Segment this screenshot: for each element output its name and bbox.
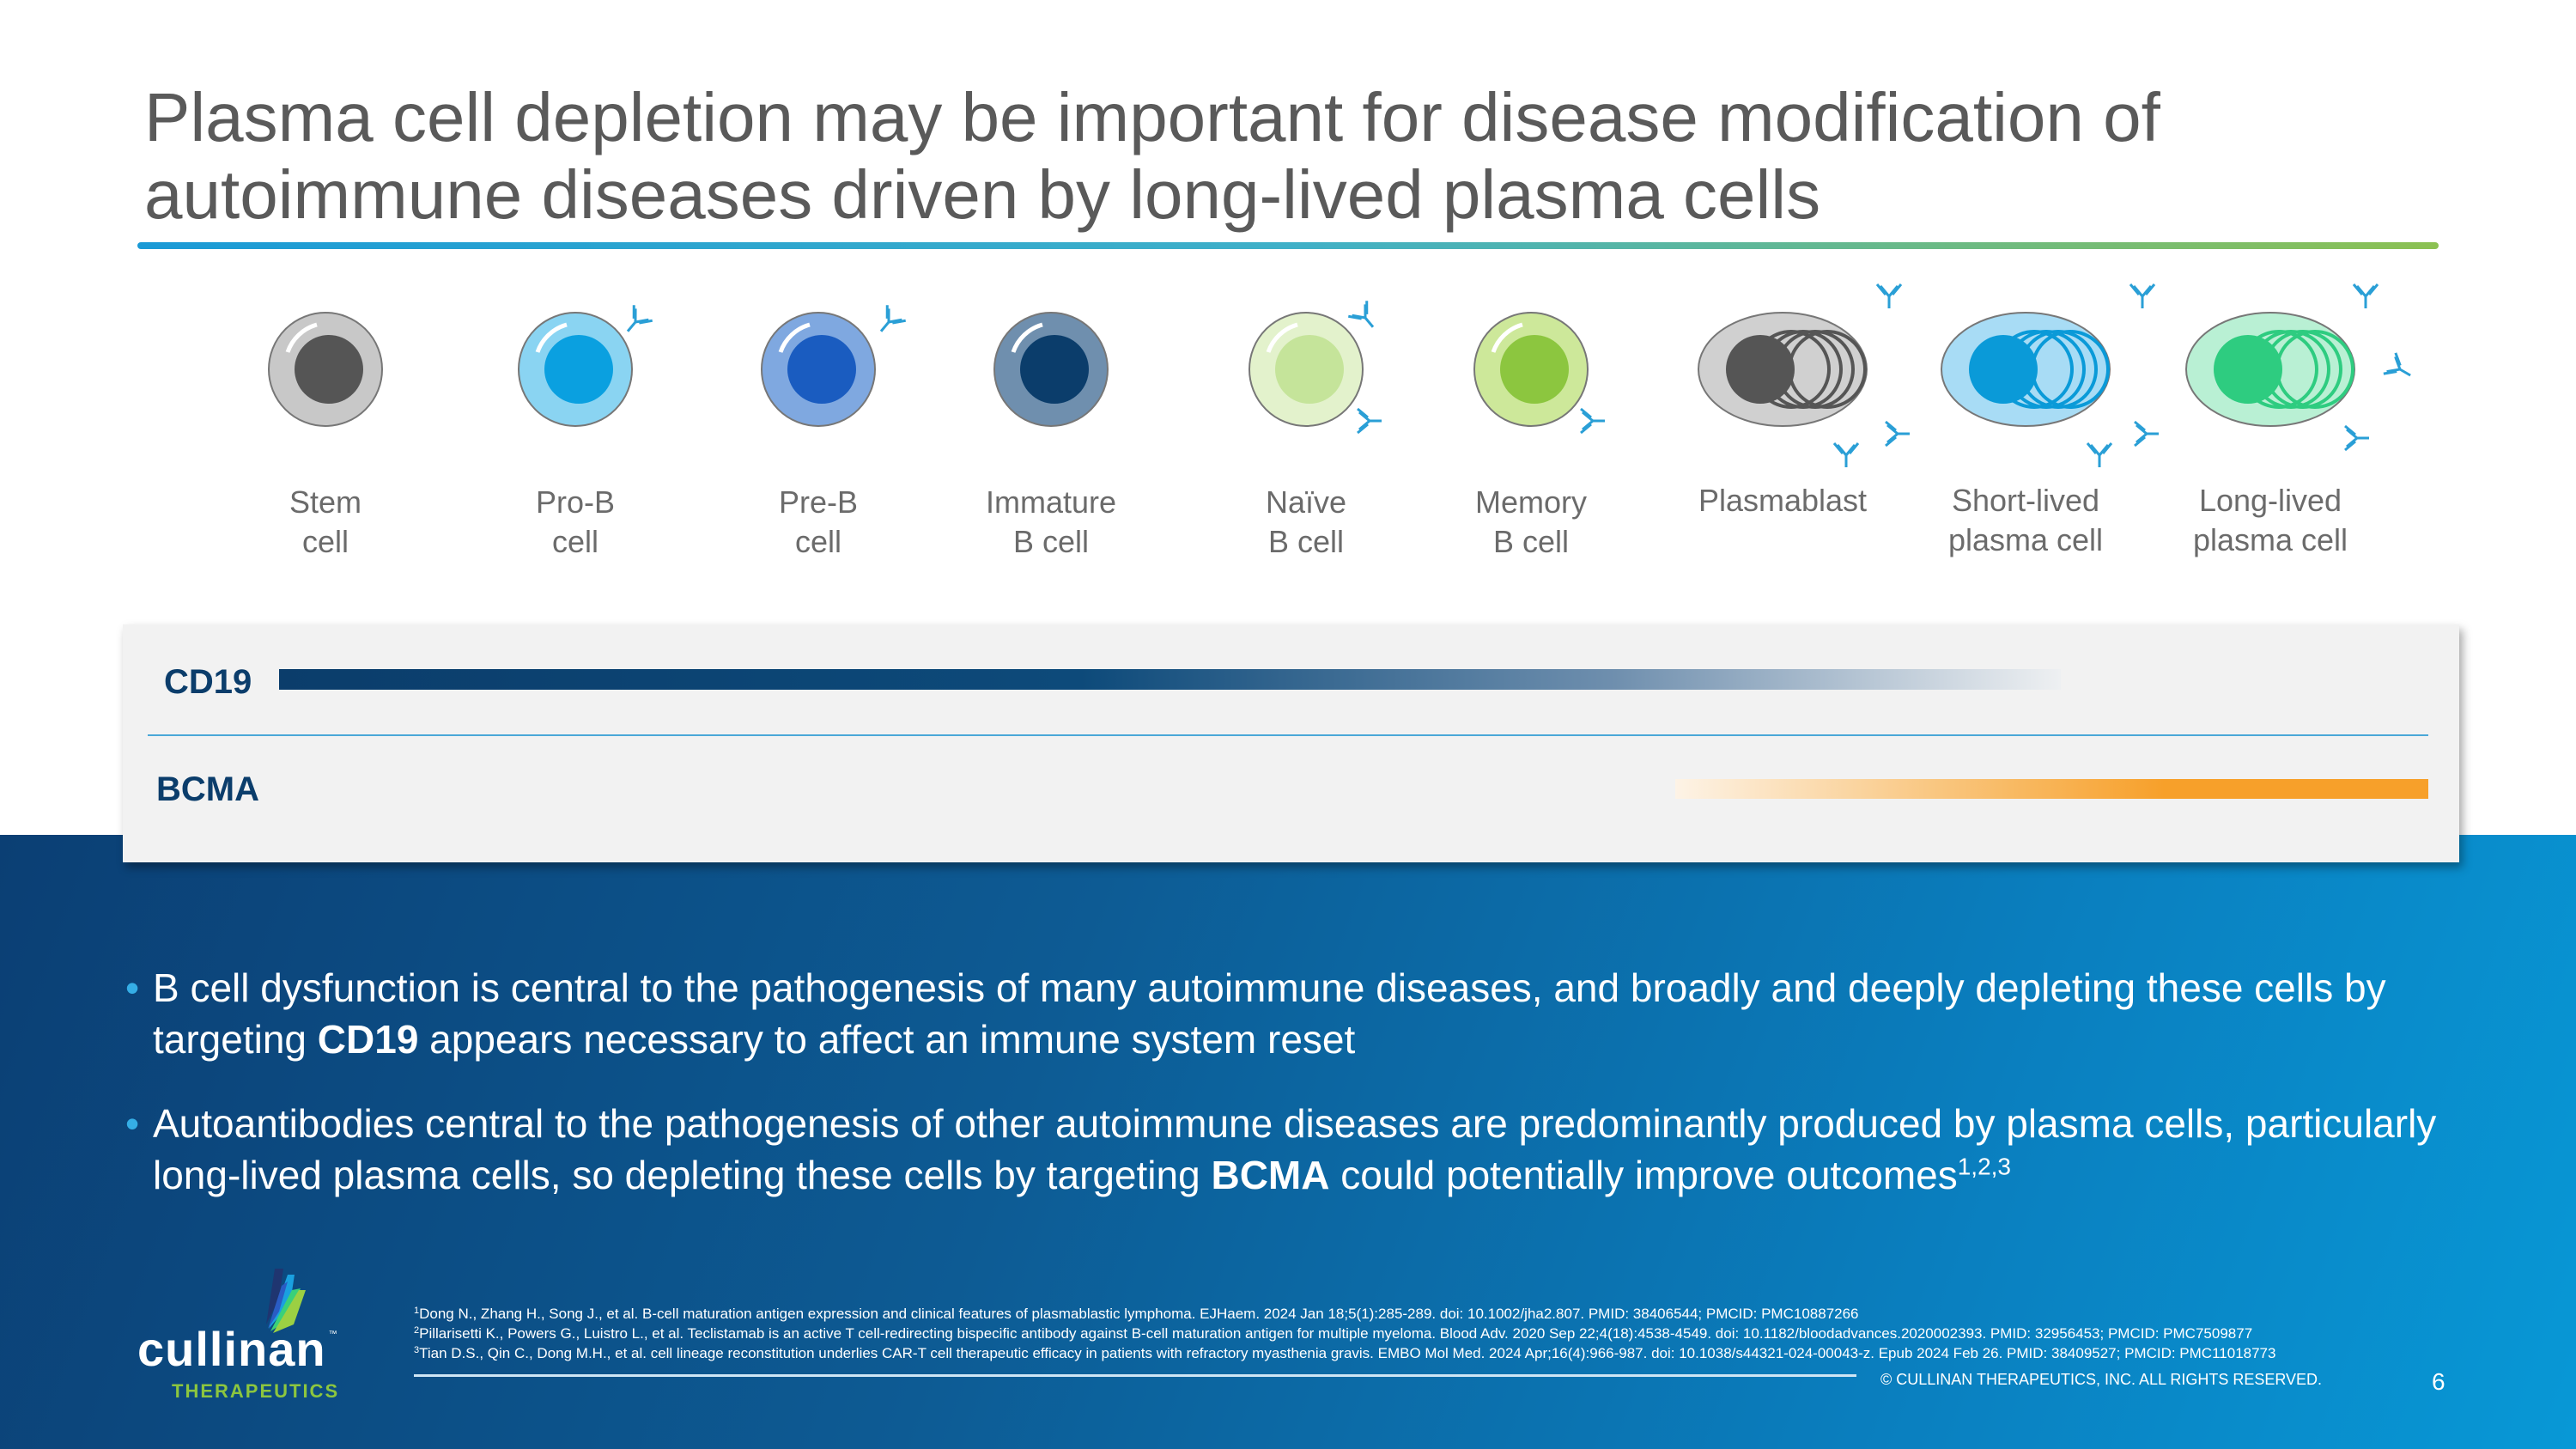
cell-label: Memory B cell [1428, 483, 1634, 562]
page-number: 6 [2432, 1368, 2445, 1395]
logo-wordmark: cullinan [137, 1322, 326, 1376]
footnote-text: Dong N., Zhang H., Song J., et al. B-cel… [419, 1306, 1859, 1322]
cell-label-line: B cell [1012, 524, 1090, 559]
antibody-icon [879, 305, 906, 332]
cell-label-line: plasma cell [1947, 522, 2104, 557]
footnote-number: 2 [414, 1325, 420, 1336]
footnote-number: 1 [414, 1306, 420, 1316]
logo-wordmark-row: cullinan ™ [137, 1324, 337, 1374]
footnote-text: Tian D.S., Qin C., Dong M.H., et al. cel… [419, 1345, 2276, 1361]
antibody-icon [626, 305, 653, 332]
bullet-dot: • [125, 1101, 140, 1146]
title-line-1: Plasma cell depletion may be important f… [144, 79, 2160, 155]
cell-label-line: Immature [985, 484, 1117, 520]
cell-label: Plasmablast [1680, 481, 1886, 521]
antibody-icon [2383, 352, 2411, 377]
cell-label-line: Plasmablast [1698, 483, 1868, 518]
bullet-bcma: • Autoantibodies central to the pathogene… [125, 1098, 2523, 1201]
cell-label-line: cell [551, 524, 599, 559]
cell-label: Stem cell [222, 483, 428, 562]
bullet-bold: BCMA [1211, 1153, 1330, 1197]
cell-label-line: Pro-B [535, 484, 616, 520]
title-divider [137, 242, 2439, 249]
cell-icon [1249, 312, 1364, 427]
antibody-icon [2352, 283, 2379, 308]
cell-icon [268, 312, 383, 427]
antibody-icon [1348, 301, 1375, 328]
antibody-icon [1885, 420, 1910, 447]
bullet-cd19: • B cell dysfunction is central to the pa… [125, 962, 2523, 1065]
cell-label-line: Stem [289, 484, 362, 520]
antibody-icon [1875, 283, 1903, 308]
marker-panel: CD19 BCMA [123, 624, 2459, 862]
cell-label-line: B cell [1492, 524, 1570, 559]
cell-label-line: cell [794, 524, 842, 559]
bcma-label: BCMA [156, 770, 259, 808]
bullet-bold: CD19 [317, 1017, 419, 1062]
antibody-icon [1832, 442, 1860, 467]
logo-subtitle: THERAPEUTICS [172, 1380, 340, 1402]
cell-label-line: Short-lived [1951, 483, 2100, 518]
bullet-text: could potentially improve outcomes [1329, 1153, 1958, 1197]
cell-icon [2185, 312, 2355, 427]
cell-label: Pre-B cell [715, 483, 921, 562]
cd19-label: CD19 [164, 663, 252, 701]
cell-icon [1941, 312, 2111, 427]
antibody-icon [2344, 424, 2369, 452]
footnote-1: 1Dong N., Zhang H., Song J., et al. B-ce… [414, 1306, 1859, 1323]
panel-divider [148, 734, 2428, 736]
cell-icon [518, 312, 633, 427]
cell-icon [1698, 312, 1868, 427]
bottom-band [0, 835, 2576, 1449]
cell-label-line: cell [301, 524, 349, 559]
bcma-expression-bar [1675, 779, 2428, 799]
footnote-number: 3 [414, 1345, 420, 1355]
footnote-2: 2Pillarisetti K., Powers G., Luistro L.,… [414, 1325, 2252, 1342]
bullet-text: Autoantibodies central to the pathogenes… [153, 1101, 2437, 1197]
cell-label-line: B cell [1267, 524, 1345, 559]
bullet-text: B cell dysfunction is central to the pat… [153, 965, 2386, 1062]
cell-label-line: plasma cell [2192, 522, 2348, 557]
cd19-expression-bar [279, 669, 2061, 690]
logo-trademark: ™ [328, 1330, 337, 1339]
cell-label: Pro-B cell [472, 483, 678, 562]
cell-icon [993, 312, 1109, 427]
copyright: © CULLINAN THERAPEUTICS, INC. ALL RIGHTS… [1880, 1371, 2323, 1388]
bullet-dot: • [125, 965, 140, 1010]
cell-label: Naïve B cell [1203, 483, 1409, 562]
cell-label-line: Memory [1474, 484, 1587, 520]
cell-label: Long-lived plasma cell [2167, 481, 2373, 560]
footnote-text: Pillarisetti K., Powers G., Luistro L., … [419, 1325, 2253, 1342]
cell-label: Short-lived plasma cell [1923, 481, 2129, 560]
cell-label-line: Long-lived [2198, 483, 2342, 518]
bullet-text: appears necessary to affect an immune sy… [418, 1017, 1356, 1062]
citation-superscript: 1,2,3 [1957, 1153, 2011, 1180]
cell-icon [1473, 312, 1589, 427]
slide-title: Plasma cell depletion may be important f… [144, 79, 2463, 234]
logo-leaf-icon [266, 1269, 306, 1333]
cell-lineage-diagram [268, 283, 2411, 467]
footer-divider [414, 1374, 1856, 1377]
footnote-3: 3Tian D.S., Qin C., Dong M.H., et al. ce… [414, 1345, 2275, 1362]
cell-label-line: Naïve [1265, 484, 1347, 520]
cell-label: Immature B cell [948, 483, 1154, 562]
antibody-icon [2086, 442, 2113, 467]
cullinan-logo: cullinan ™ THERAPEUTICS [137, 1264, 412, 1406]
antibody-icon [2134, 420, 2159, 447]
antibody-icon [1580, 407, 1605, 435]
antibody-icon [1357, 407, 1382, 435]
antibody-icon [2129, 283, 2156, 308]
title-line-2: autoimmune diseases driven by long-lived… [144, 156, 1821, 233]
cell-icon [761, 312, 876, 427]
cell-label-line: Pre-B [778, 484, 859, 520]
